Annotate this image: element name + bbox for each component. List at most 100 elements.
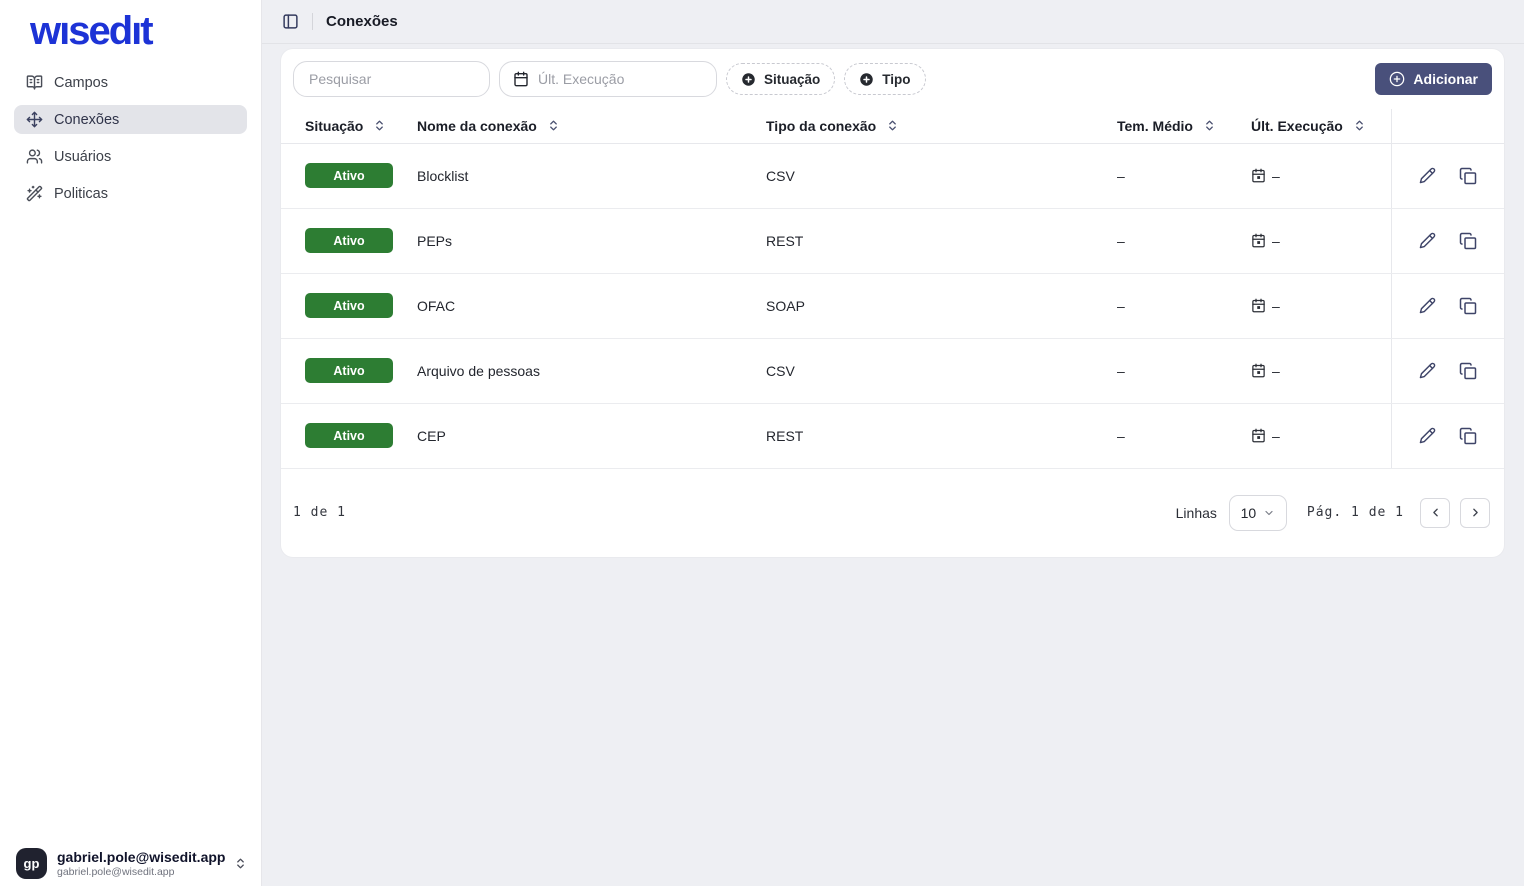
column-header-ult-execucao[interactable]: Últ. Execução	[1251, 118, 1366, 134]
connection-name: Blocklist	[417, 143, 766, 209]
column-header-tipo[interactable]: Tipo da conexão	[766, 118, 899, 134]
chip-label: Situação	[764, 71, 821, 87]
last-execution: –	[1272, 297, 1280, 314]
duplicate-button[interactable]	[1459, 427, 1477, 445]
add-button[interactable]: Adicionar	[1375, 63, 1492, 95]
table-header-row: Situação Nome da conexão Tipo da conexão…	[281, 109, 1504, 144]
sort-icon	[373, 119, 386, 132]
edit-button[interactable]	[1419, 427, 1436, 444]
move-icon	[26, 111, 43, 128]
pagination-bar: 1 de 1 Linhas 10 Pág. 1 de 1	[281, 469, 1504, 557]
wand-icon	[26, 185, 43, 202]
selection-summary: 1 de 1	[293, 505, 346, 520]
filter-chip-tipo[interactable]: Tipo	[844, 63, 926, 95]
last-execution: –	[1272, 427, 1280, 444]
status-badge: Ativo	[305, 293, 393, 318]
sort-icon	[547, 119, 560, 132]
chevron-down-icon	[1263, 507, 1275, 519]
sidebar-item-conexoes[interactable]: Conexões	[14, 105, 247, 134]
avg-time: –	[1117, 208, 1251, 274]
filters-bar: Últ. Execução Situação Tipo Adicionar	[281, 49, 1504, 109]
sidebar-toggle-icon[interactable]	[282, 13, 299, 30]
table-row[interactable]: Ativo PEPs REST – –	[281, 208, 1504, 274]
search-input[interactable]	[293, 61, 490, 97]
duplicate-button[interactable]	[1459, 297, 1477, 315]
status-badge: Ativo	[305, 423, 393, 448]
book-open-icon	[26, 74, 43, 91]
last-execution: –	[1272, 362, 1280, 379]
add-button-label: Adicionar	[1413, 71, 1478, 87]
user-menu[interactable]: gp gabriel.pole@wisedit.app gabriel.pole…	[0, 848, 261, 879]
column-header-situacao[interactable]: Situação	[305, 118, 386, 134]
calendar-icon	[1251, 363, 1266, 378]
avatar: gp	[16, 848, 47, 879]
connection-name: CEP	[417, 403, 766, 469]
edit-button[interactable]	[1419, 167, 1436, 184]
rows-per-page-select[interactable]: 10	[1228, 494, 1287, 531]
calendar-icon	[1251, 428, 1266, 443]
status-badge: Ativo	[305, 358, 393, 383]
calendar-icon	[1251, 233, 1266, 248]
rows-per-page-label: Linhas	[1175, 504, 1217, 521]
sidebar-item-label: Campos	[54, 74, 108, 91]
edit-button[interactable]	[1419, 362, 1436, 379]
last-execution: –	[1272, 167, 1280, 184]
avg-time: –	[1117, 273, 1251, 339]
date-filter-label: Últ. Execução	[538, 71, 625, 87]
status-badge: Ativo	[305, 163, 393, 188]
filter-chip-situacao[interactable]: Situação	[726, 63, 836, 95]
plus-circle-icon	[741, 72, 756, 87]
connections-table: Situação Nome da conexão Tipo da conexão…	[281, 109, 1504, 469]
chevrons-up-down-icon	[234, 857, 247, 870]
sidebar-item-usuarios[interactable]: Usuários	[14, 142, 247, 171]
user-name: gabriel.pole@wisedit.app	[57, 849, 226, 865]
previous-page-button[interactable]	[1420, 497, 1450, 528]
users-icon	[26, 148, 43, 165]
edit-button[interactable]	[1419, 232, 1436, 249]
duplicate-button[interactable]	[1459, 167, 1477, 185]
plus-circle-icon	[859, 72, 874, 87]
last-execution: –	[1272, 232, 1280, 249]
wisedit-logo: wısedıt	[30, 9, 154, 53]
column-header-nome[interactable]: Nome da conexão	[417, 118, 560, 134]
calendar-icon	[513, 71, 529, 87]
connection-type: CSV	[766, 338, 1117, 404]
connection-name: Arquivo de pessoas	[417, 338, 766, 404]
column-header-actions	[1390, 109, 1504, 144]
duplicate-button[interactable]	[1459, 232, 1477, 250]
topbar: Conexões	[262, 0, 1524, 44]
last-execution-filter[interactable]: Últ. Execução	[499, 61, 717, 97]
divider	[312, 13, 313, 30]
edit-button[interactable]	[1419, 297, 1436, 314]
sidebar-item-politicas[interactable]: Politicas	[14, 179, 247, 208]
page-indicator: Pág. 1 de 1	[1306, 505, 1404, 520]
duplicate-button[interactable]	[1459, 362, 1477, 380]
calendar-icon	[1251, 168, 1266, 183]
table-row[interactable]: Ativo CEP REST – –	[281, 403, 1504, 469]
status-badge: Ativo	[305, 228, 393, 253]
connection-type: CSV	[766, 143, 1117, 209]
calendar-icon	[1251, 298, 1266, 313]
column-header-tem-medio[interactable]: Tem. Médio	[1117, 118, 1216, 134]
sidebar-item-label: Politicas	[54, 185, 108, 202]
avg-time: –	[1117, 143, 1251, 209]
rows-per-page-value: 10	[1240, 504, 1257, 521]
user-email: gabriel.pole@wisedit.app	[57, 866, 175, 878]
sidebar-item-campos[interactable]: Campos	[14, 68, 247, 97]
connection-type: REST	[766, 208, 1117, 274]
connection-type: SOAP	[766, 273, 1117, 339]
table-row[interactable]: Ativo OFAC SOAP – –	[281, 273, 1504, 339]
main-area: Conexões Últ. Execução Situação	[262, 0, 1524, 886]
sort-icon	[1203, 119, 1216, 132]
sidebar-nav: Campos Conexões Usuários Politicas	[0, 68, 261, 208]
connection-name: PEPs	[417, 208, 766, 274]
sort-icon	[886, 119, 899, 132]
sidebar-item-label: Usuários	[54, 148, 112, 165]
connections-card: Últ. Execução Situação Tipo Adicionar	[281, 49, 1504, 557]
next-page-button[interactable]	[1460, 497, 1490, 528]
table-row[interactable]: Ativo Arquivo de pessoas CSV – –	[281, 338, 1504, 404]
table-row[interactable]: Ativo Blocklist CSV – –	[281, 143, 1504, 209]
plus-circle-outline-icon	[1389, 71, 1405, 87]
sidebar: wısedıt Campos Conexões Usuários Politic…	[0, 0, 262, 886]
chip-label: Tipo	[882, 71, 911, 87]
